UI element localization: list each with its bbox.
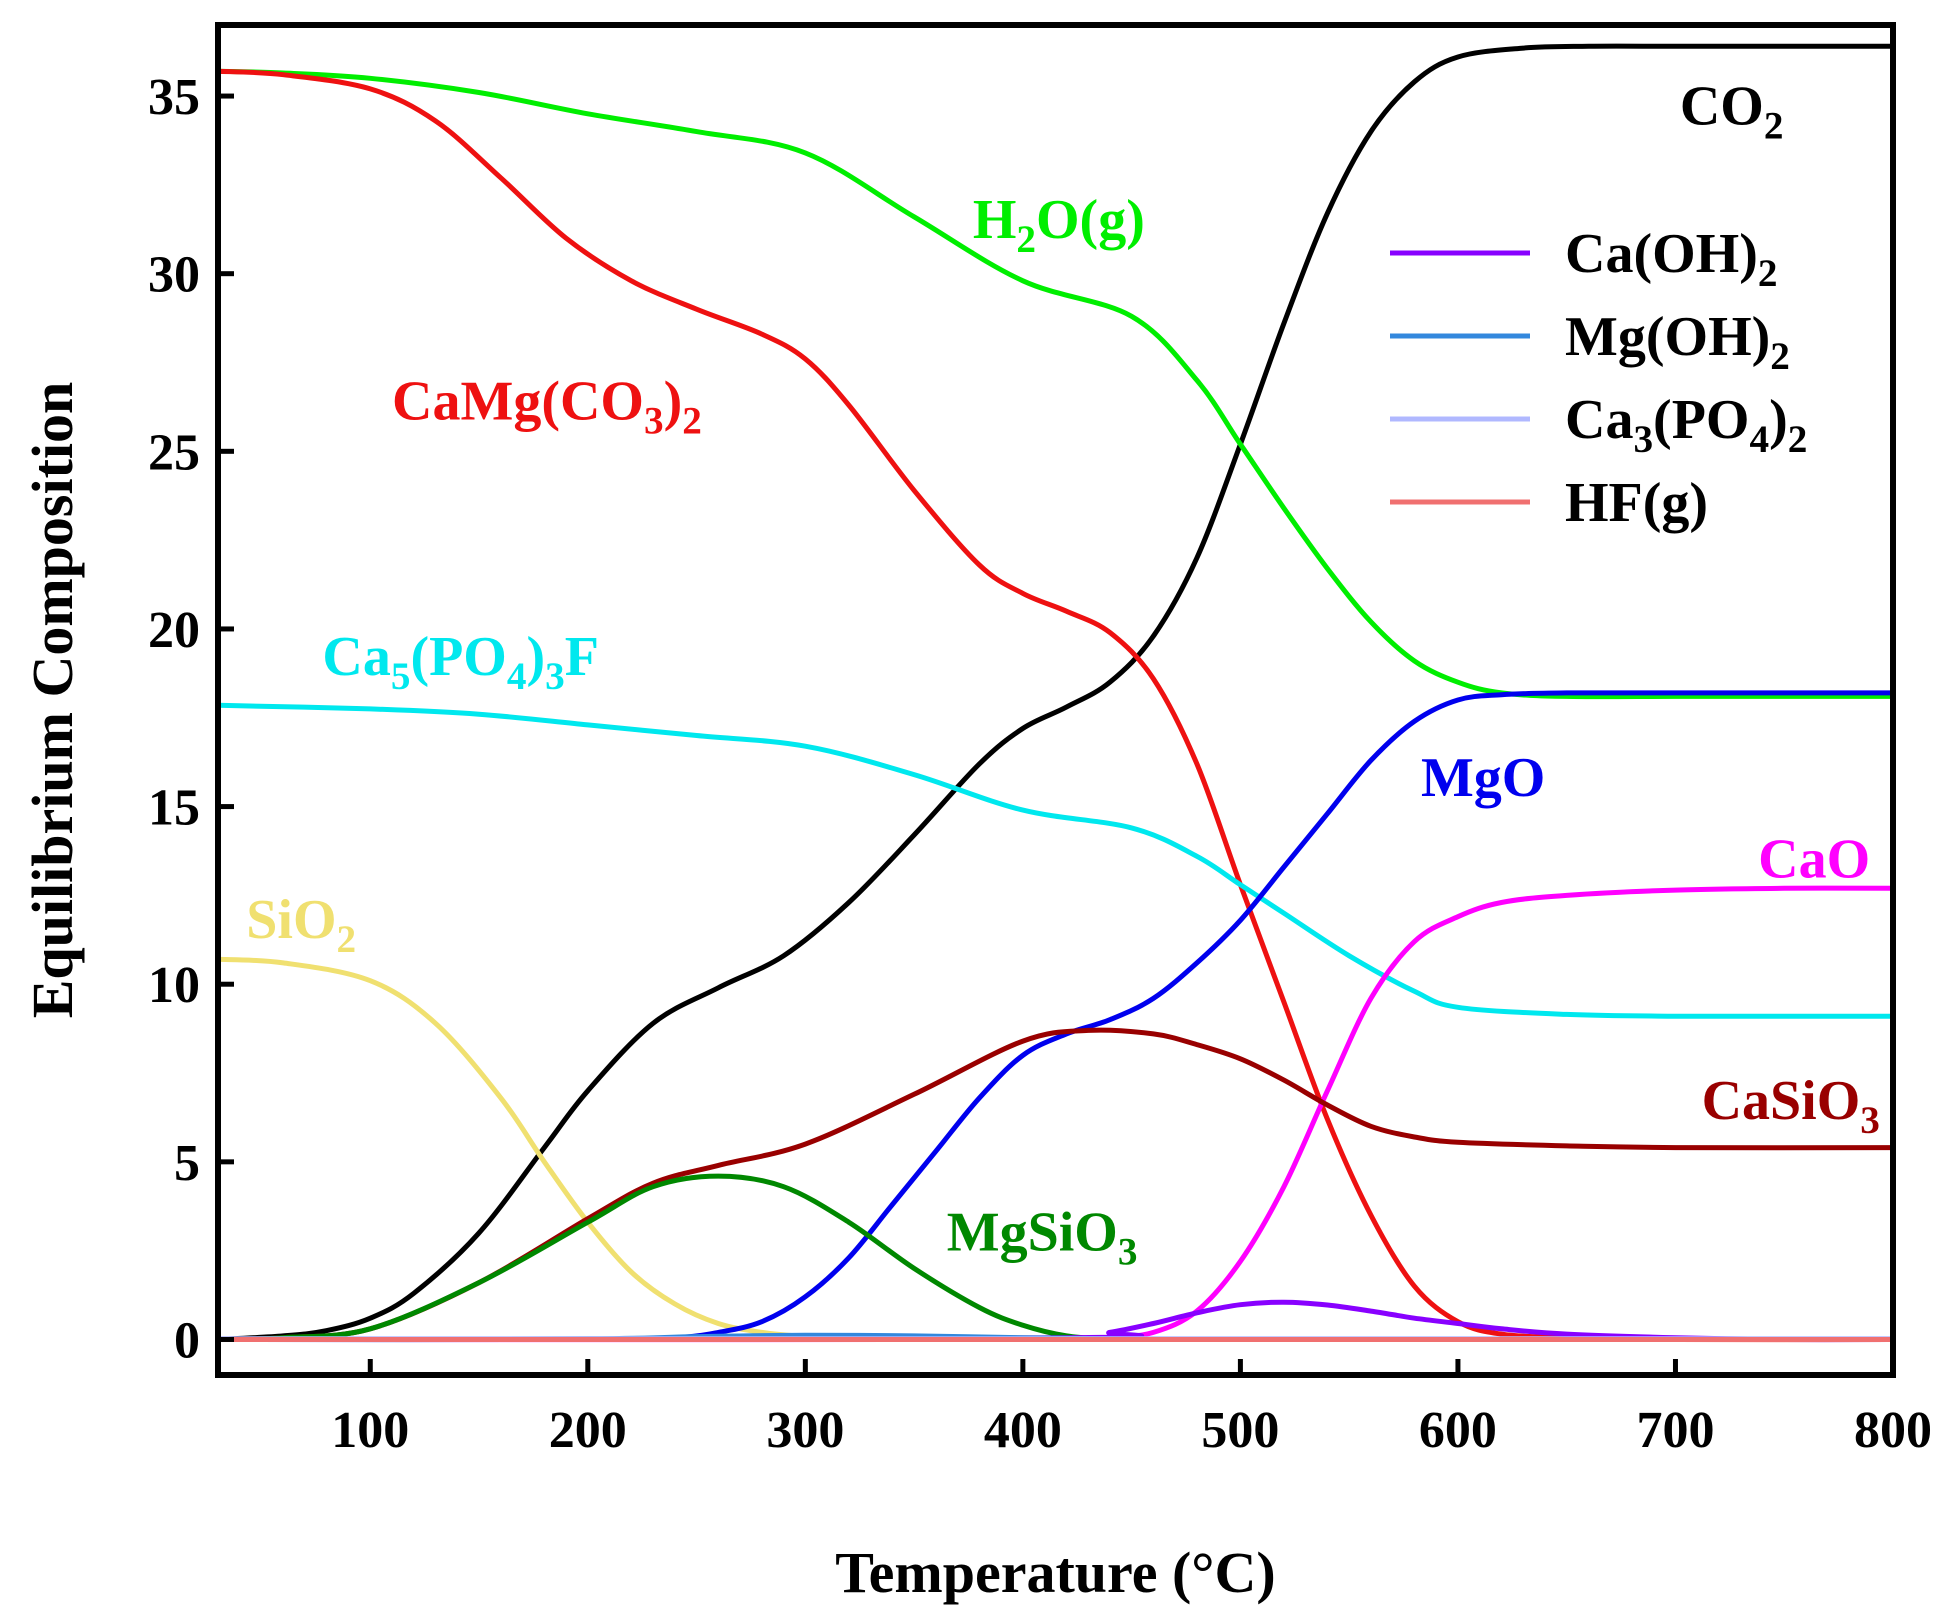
y-axis-title: Equilibrium Composition [20,382,85,1019]
x-tick-label: 100 [331,1402,409,1459]
y-tick-label: 20 [148,602,200,659]
series-line-mgsio3 [215,1173,1113,1342]
curve-label-casio3: CaSiO3 [1702,1070,1880,1142]
y-tick-label: 15 [148,780,200,837]
curve-label-h2o-g: H2O(g) [973,189,1145,261]
y-tick-label: 35 [148,69,200,126]
legend-label-ca-oh-2: Ca(OH)2 [1565,223,1777,295]
curve-label-mgsio3: MgSiO3 [947,1202,1138,1274]
legend: Ca(OH)2 Mg(OH)2 Ca3(PO4)2 HF(g) [1390,223,1807,534]
x-tick-label: 700 [1636,1402,1714,1459]
legend-label-ca3-po4-2: Ca3(PO4)2 [1565,389,1807,461]
y-tick-label: 30 [148,247,200,304]
curve-label-mgo: MgO [1421,747,1545,809]
curve-labels: CO2 H2O(g) CaMg(CO3)2 Ca5(PO4)3F SiO2 MgO CaO C… [246,75,1880,1273]
curve-label-co2: CO2 [1680,75,1784,147]
series-line-cao [215,885,1896,1343]
curve-label-ca5-po4-3f: Ca5(PO4)3F [322,626,599,698]
x-tick-label: 600 [1419,1402,1497,1459]
x-tick-label: 800 [1854,1402,1932,1459]
y-tick-label: 5 [174,1135,200,1192]
legend-label-mg-oh-2: Mg(OH)2 [1565,306,1790,378]
x-tick-label: 400 [984,1402,1062,1459]
curve-label-cao: CaO [1758,829,1870,891]
series-line-sio2 [215,956,917,1342]
series-line-casio3 [215,1027,1896,1342]
series-line-ca5-po4-3f [215,702,1896,1019]
plot-frame [215,22,1896,1378]
y-axis-ticks: 0 5 10 15 20 25 30 35 [148,69,234,1369]
series-line-camg-co3-2 [215,68,1896,1343]
x-tick-label: 300 [766,1402,844,1459]
y-tick-label: 10 [148,957,200,1014]
curve-label-sio2: SiO2 [246,889,356,961]
series-lines [215,43,1896,1343]
y-tick-label: 0 [174,1312,200,1369]
x-axis-ticks: 100 200 300 400 500 600 700 800 [331,1359,1932,1459]
y-tick-label: 25 [148,424,200,481]
series-line-co2 [215,43,1896,1342]
x-axis-title: Temperature (°C) [835,1540,1275,1605]
curve-label-camg-co3-2: CaMg(CO3)2 [392,370,702,442]
x-tick-label: 500 [1201,1402,1279,1459]
x-tick-label: 200 [549,1402,627,1459]
series-line-mgo [215,690,1896,1343]
series-line-h2o-g [215,68,1896,700]
legend-label-hf-g: HF(g) [1565,472,1708,534]
